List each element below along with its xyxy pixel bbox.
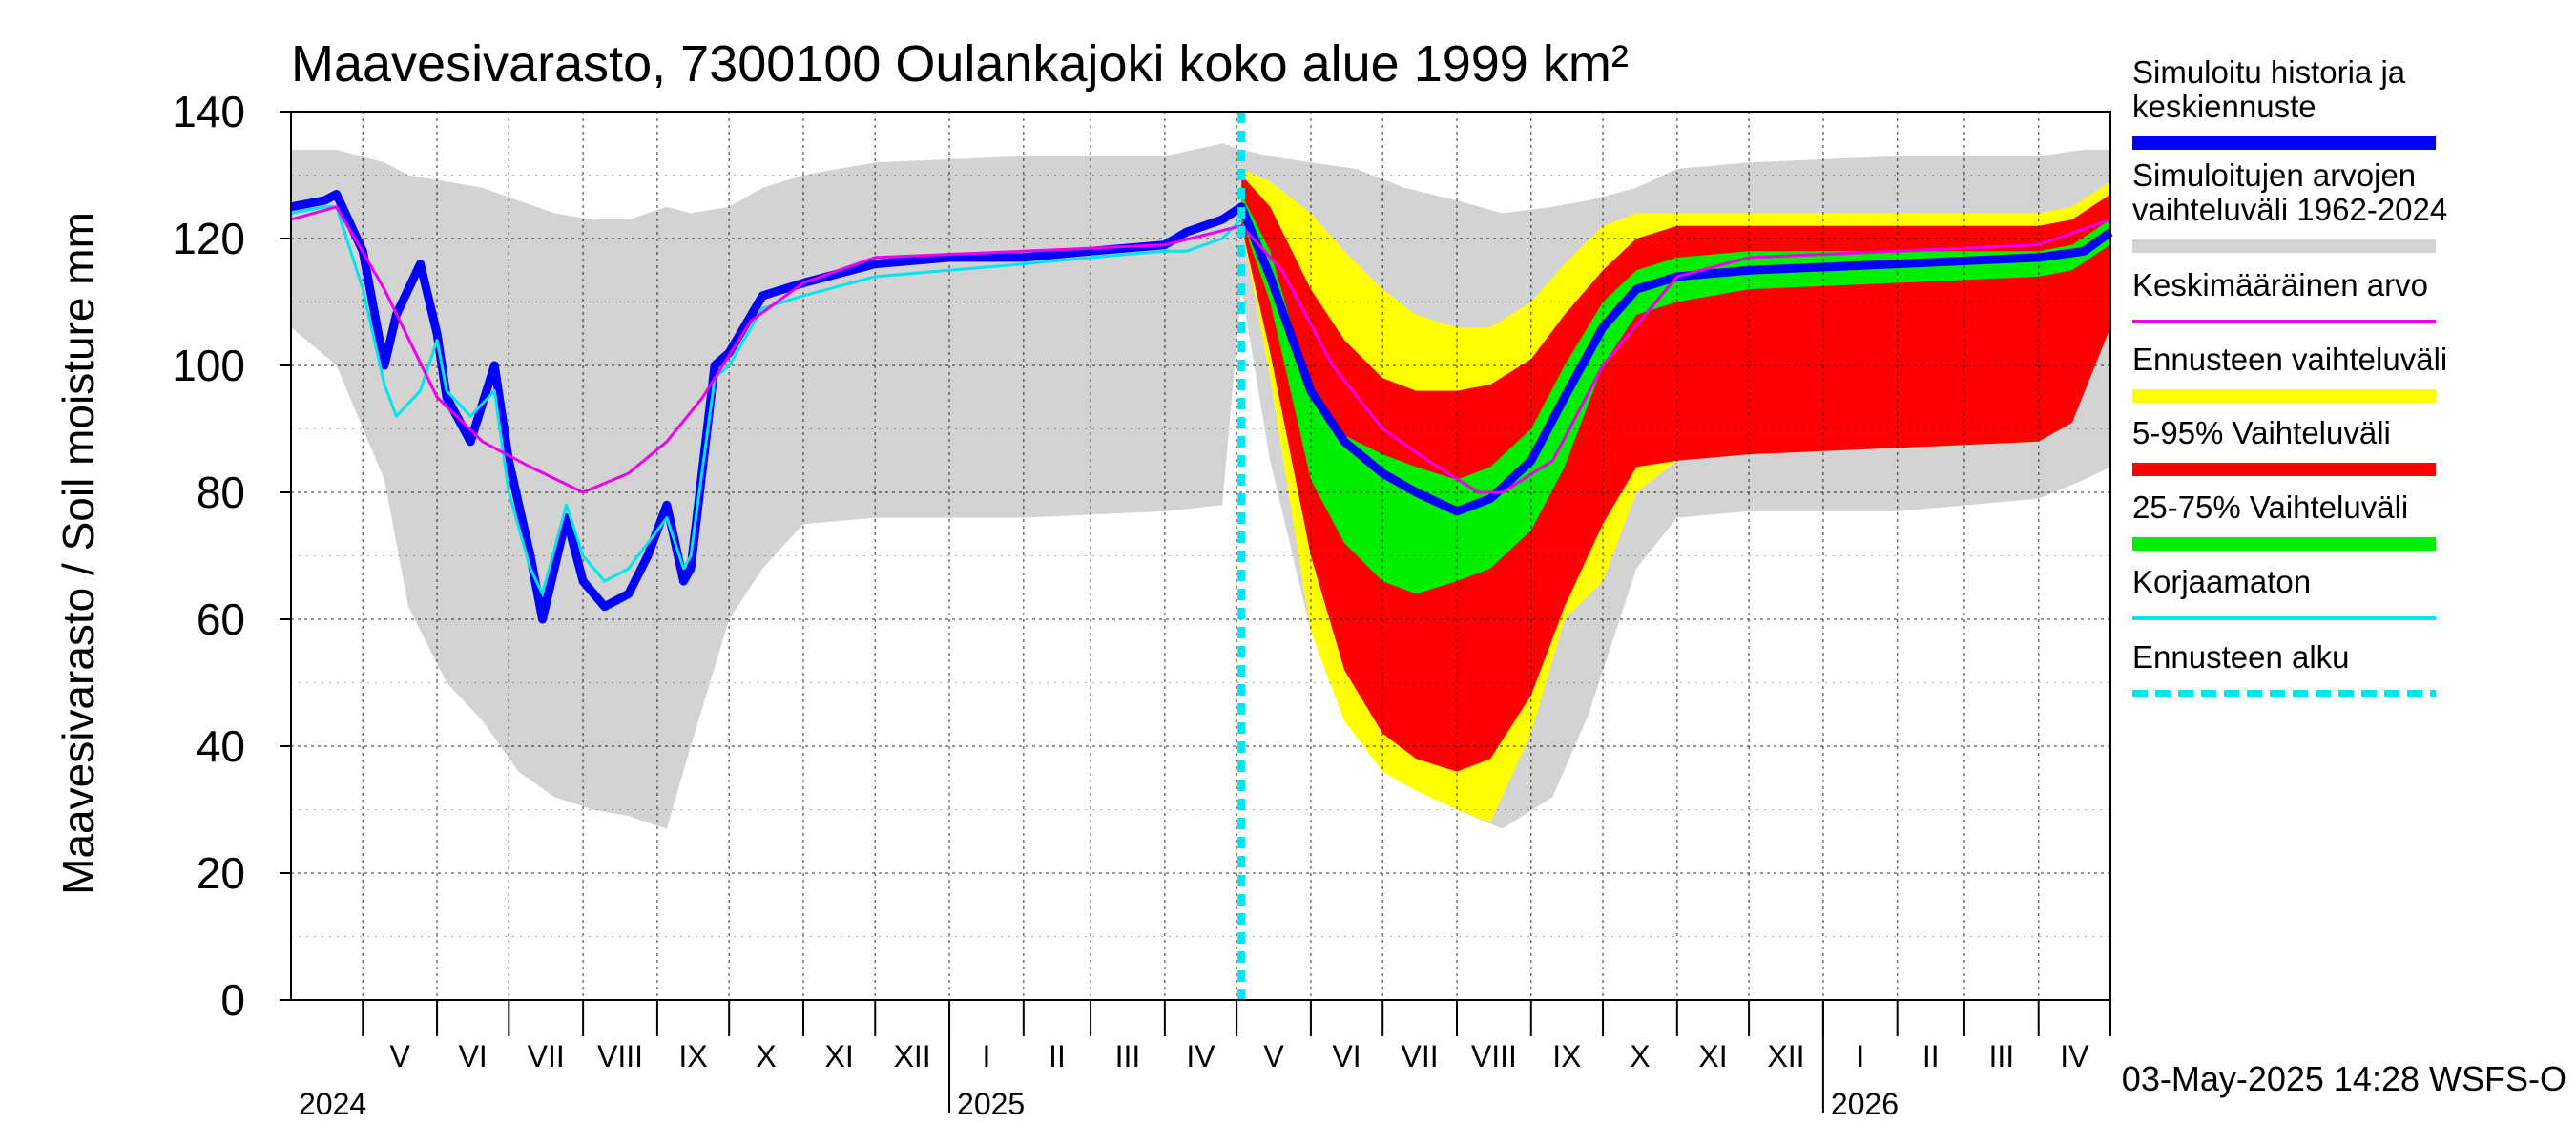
band-series-2 xyxy=(1241,175,2110,772)
x-month-label: IV xyxy=(2060,1039,2089,1073)
footer-timestamp: 03-May-2025 14:28 WSFS-O xyxy=(2122,1059,2566,1098)
x-month-label: IV xyxy=(1186,1039,1215,1073)
lines-layer xyxy=(290,190,2113,624)
x-month-label: VIII xyxy=(597,1039,643,1073)
x-year-label: 2026 xyxy=(1831,1087,1899,1121)
x-month-label: IX xyxy=(1552,1039,1581,1073)
y-tick-label: 100 xyxy=(172,341,245,390)
legend-label: Simuloitujen arvojen xyxy=(2132,157,2416,193)
x-year-label: 2024 xyxy=(299,1087,366,1121)
x-month-label: XII xyxy=(1767,1039,1804,1073)
legend-label: Ennusteen vaihteluväli xyxy=(2132,342,2447,377)
line-series-6 xyxy=(290,205,2111,494)
x-month-label: VI xyxy=(459,1039,488,1073)
bands-layer xyxy=(291,143,2110,829)
x-month-label: III xyxy=(1115,1039,1141,1073)
y-tick-label: 140 xyxy=(172,87,245,136)
x-month-label: II xyxy=(1049,1039,1066,1073)
x-month-label: VI xyxy=(1332,1039,1361,1073)
y-tick-label: 60 xyxy=(197,594,245,644)
y-tick-label: 20 xyxy=(197,848,245,898)
plot-frame xyxy=(290,111,2111,1001)
legend-label: Korjaamaton xyxy=(2132,564,2311,599)
x-month-label: XI xyxy=(1698,1039,1727,1073)
y-axis-label: Maavesivarasto / Soil moisture mm xyxy=(53,212,103,895)
y-axis-ticks: 0 20 40 60 80 100 120 140 xyxy=(172,87,291,1025)
legend-label: Ennusteen alku xyxy=(2132,639,2350,675)
chart-title: Maavesivarasto, 7300100 Oulankajoki koko… xyxy=(291,35,1629,93)
legend-label: 5-95% Vaihteluväli xyxy=(2132,415,2391,450)
x-month-label: V xyxy=(389,1039,410,1073)
band-series-3 xyxy=(1241,194,2110,594)
x-month-label: II xyxy=(1922,1039,1940,1073)
y-tick-label: 80 xyxy=(197,468,245,517)
x-month-label: VII xyxy=(1402,1039,1439,1073)
x-month-label: X xyxy=(1630,1039,1650,1073)
x-month-label: VIII xyxy=(1471,1039,1517,1073)
legend-label: 25-75% Vaihteluväli xyxy=(2132,489,2408,525)
x-month-label: XI xyxy=(824,1039,853,1073)
legend-label: Simuloitu historia ja xyxy=(2132,54,2406,90)
y-tick-label: 0 xyxy=(220,975,245,1025)
x-month-label: III xyxy=(1988,1039,2014,1073)
x-month-label: I xyxy=(1856,1039,1864,1073)
x-month-label: XII xyxy=(894,1039,931,1073)
x-month-label: IX xyxy=(678,1039,707,1073)
x-month-label: V xyxy=(1263,1039,1284,1073)
legend-label: keskiennuste xyxy=(2132,89,2316,124)
y-tick-label: 120 xyxy=(172,214,245,263)
line-series-5 xyxy=(290,205,1243,595)
legend-label: vaihteluväli 1962-2024 xyxy=(2132,192,2447,227)
x-month-label: I xyxy=(982,1039,990,1073)
x-year-label: 2025 xyxy=(957,1087,1025,1121)
x-axis-ticks: V VI VII VIII IX X XI XII I II III IV V VI VII VIII IX X X… xyxy=(299,1000,2111,1121)
x-month-label: X xyxy=(756,1039,776,1073)
y-tick-label: 40 xyxy=(197,721,245,771)
legend-label: Keskimääräinen arvo xyxy=(2132,267,2428,302)
x-month-label: VII xyxy=(528,1039,565,1073)
